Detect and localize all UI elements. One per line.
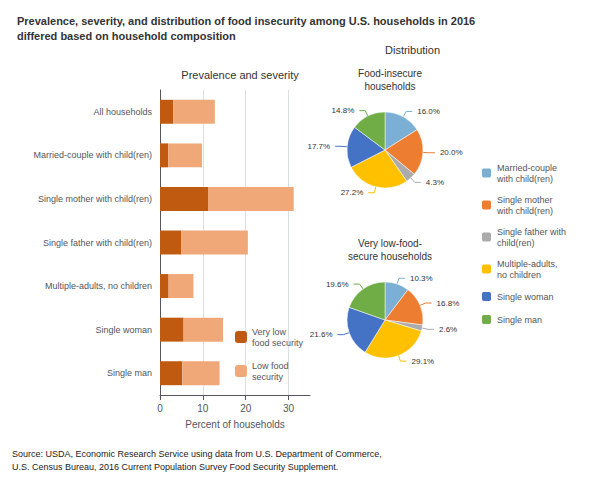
svg-text:30: 30: [283, 403, 295, 414]
svg-text:All households: All households: [93, 107, 152, 117]
svg-text:households: households: [364, 81, 415, 92]
svg-text:Single father with child(ren): Single father with child(ren): [43, 238, 152, 248]
svg-text:4.3%: 4.3%: [426, 178, 444, 187]
svg-text:10: 10: [197, 403, 209, 414]
svg-text:Single woman: Single woman: [95, 325, 152, 335]
svg-text:Married-couple: Married-couple: [497, 163, 557, 173]
svg-text:Multiple-adults, no children: Multiple-adults, no children: [45, 281, 152, 291]
svg-text:Food-insecure: Food-insecure: [358, 68, 422, 79]
svg-text:27.2%: 27.2%: [341, 188, 364, 197]
svg-text:with child(ren): with child(ren): [496, 206, 553, 216]
svg-text:19.6%: 19.6%: [326, 280, 349, 289]
svg-text:child(ren): child(ren): [497, 238, 535, 248]
svg-text:Source: USDA, Economic Researc: Source: USDA, Economic Research Service …: [12, 449, 382, 459]
svg-text:20.0%: 20.0%: [440, 148, 463, 157]
svg-text:no children: no children: [497, 270, 541, 280]
svg-text:Distribution: Distribution: [385, 44, 440, 56]
svg-text:20: 20: [240, 403, 252, 414]
svg-text:U.S. Census Bureau, 2016 Curre: U.S. Census Bureau, 2016 Current Populat…: [12, 462, 338, 472]
svg-text:16.8%: 16.8%: [437, 299, 460, 308]
svg-text:Single man: Single man: [497, 315, 542, 325]
svg-text:29.1%: 29.1%: [412, 357, 435, 366]
svg-text:0: 0: [157, 403, 163, 414]
svg-text:Single mother with child(ren): Single mother with child(ren): [38, 194, 152, 204]
svg-text:17.7%: 17.7%: [307, 142, 330, 151]
svg-text:food security: food security: [252, 338, 304, 348]
svg-text:Multiple-adults,: Multiple-adults,: [497, 259, 558, 269]
svg-text:16.0%: 16.0%: [417, 107, 440, 116]
svg-text:14.8%: 14.8%: [332, 106, 355, 115]
svg-text:10.3%: 10.3%: [410, 274, 433, 283]
svg-text:Low food: Low food: [252, 361, 289, 371]
svg-text:security: security: [252, 372, 284, 382]
svg-text:secure households: secure households: [348, 251, 432, 262]
svg-text:2.6%: 2.6%: [439, 325, 457, 334]
svg-text:21.6%: 21.6%: [310, 330, 333, 339]
svg-text:Very low: Very low: [252, 327, 287, 337]
svg-text:Percent of households: Percent of households: [185, 419, 285, 430]
svg-text:Married-couple with child(ren): Married-couple with child(ren): [33, 150, 152, 160]
svg-text:Very low-food-: Very low-food-: [358, 238, 422, 249]
svg-text:Prevalence and severity: Prevalence and severity: [181, 69, 299, 81]
svg-text:Single father with: Single father with: [497, 227, 566, 237]
svg-text:differed based on household co: differed based on household composition: [17, 30, 236, 42]
svg-text:Single man: Single man: [107, 368, 152, 378]
svg-text:Single mother: Single mother: [497, 195, 553, 205]
svg-text:Prevalence, severity, and dist: Prevalence, severity, and distribution o…: [17, 15, 475, 27]
svg-text:with child(ren): with child(ren): [496, 174, 553, 184]
svg-text:Single woman: Single woman: [497, 292, 554, 302]
